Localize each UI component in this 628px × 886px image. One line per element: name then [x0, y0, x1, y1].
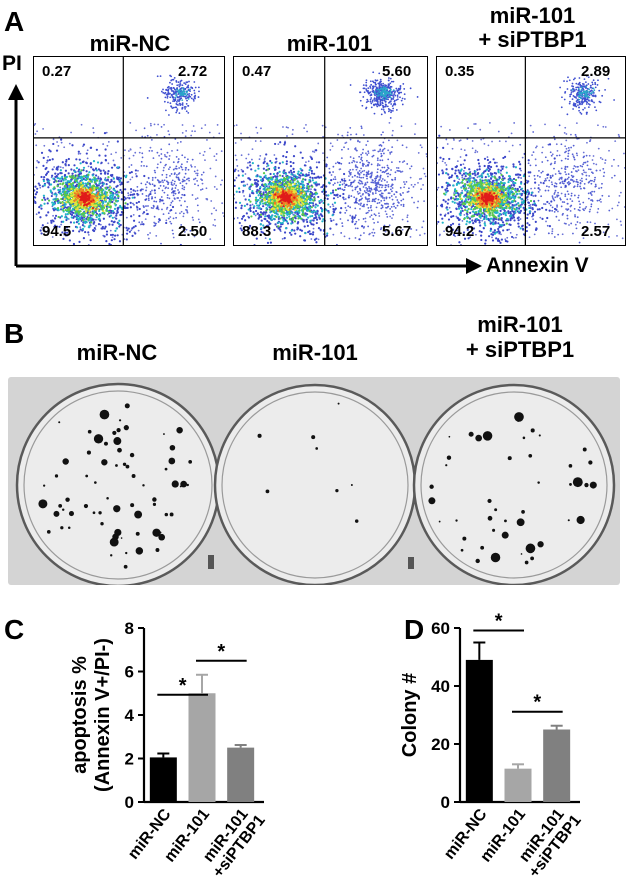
- d-bar-2: [543, 729, 571, 802]
- quad-lr-1: 2.50: [178, 223, 208, 240]
- plate-title-2-line1: miR-101: [272, 340, 358, 365]
- c-sig-1: *: [217, 641, 225, 663]
- panel-d-letter: D: [404, 614, 425, 645]
- colony-dots: [38, 402, 597, 569]
- quad-ur-2: 5.60: [382, 63, 412, 80]
- c-ytick-label-4: 8: [125, 619, 134, 638]
- plate-notch-1: [208, 555, 214, 569]
- c-ytick-label-3: 6: [125, 663, 134, 682]
- facs-title-2: miR-101: [232, 32, 427, 56]
- quad-ul-3: 0.35: [445, 63, 475, 80]
- d-ylabel-line1: Colony #: [399, 673, 421, 757]
- plate-title-3-line1: miR-101: [477, 312, 563, 337]
- c-bar-2: [227, 747, 255, 802]
- c-ylabel-line1: apoptosis %: [69, 656, 91, 774]
- facs-title-3-line1: miR-101: [489, 3, 576, 28]
- d-sig-0: *: [495, 611, 503, 633]
- d-bar-1: [504, 768, 532, 802]
- annexin-axis-label: Annexin V: [486, 254, 589, 277]
- d-ytick-label-0: 0: [441, 793, 450, 812]
- plate-title-2: miR-101: [225, 340, 405, 365]
- facs-title-3-line2: + siPTBP1: [478, 27, 587, 52]
- facs-plot-3: 0.35 2.89 94.2 2.57: [436, 56, 626, 246]
- colony-plate-photo: [8, 377, 620, 585]
- c-ytick-label-2: 4: [125, 706, 135, 725]
- d-ytick-label-1: 20: [431, 735, 450, 754]
- quad-ur-3: 2.89: [581, 63, 611, 80]
- c-ytick-label-0: 0: [125, 793, 134, 812]
- well-2: [213, 383, 417, 585]
- facs-dots-3: [437, 57, 625, 245]
- plate-notch-2: [408, 557, 414, 569]
- quad-ul-1: 0.27: [42, 63, 72, 80]
- colony-wells: [15, 382, 616, 585]
- plate-title-1-line1: miR-NC: [76, 340, 158, 365]
- panel-b-letter: B: [4, 318, 25, 349]
- d-sig-1: *: [533, 692, 541, 714]
- well-3: [412, 383, 616, 585]
- quad-ul-2: 0.47: [242, 63, 272, 80]
- c-bar-1: [188, 693, 216, 802]
- plate-title-3: miR-101 + siPTBP1: [420, 312, 620, 362]
- quad-ll-3: 94.2: [445, 223, 475, 240]
- facs-title-2-line1: miR-101: [286, 31, 373, 56]
- facs-title-1-line1: miR-NC: [89, 31, 171, 56]
- plate-title-1: miR-NC: [32, 340, 202, 365]
- c-bar-0: [149, 757, 177, 802]
- facs-title-3: miR-101 + siPTBP1: [435, 4, 628, 52]
- d-bar-0: [465, 659, 493, 802]
- quad-ll-2: 88.3: [242, 223, 272, 240]
- facs-axes: [8, 84, 482, 274]
- c-ytick-label-1: 2: [125, 750, 134, 769]
- c-sig-0: *: [179, 675, 187, 697]
- plate-title-3-line2: + siPTBP1: [465, 337, 575, 362]
- d-ytick-label-2: 40: [431, 677, 450, 696]
- d-ytick-label-3: 60: [431, 619, 450, 638]
- panel-c-letter: C: [4, 614, 25, 645]
- quad-ll-1: 94.5: [42, 223, 72, 240]
- facs-plot-2: 0.47 5.60 88.3 5.67: [233, 56, 428, 246]
- pi-axis-label: PI: [2, 52, 22, 75]
- c-ylabel-line2: (Annexin V+/PI-): [92, 638, 114, 792]
- quad-lr-3: 2.57: [581, 223, 611, 240]
- facs-plot-1: 0.27 2.72 94.5 2.50: [33, 56, 225, 246]
- panel-a-letter: A: [4, 6, 25, 37]
- quad-ur-1: 2.72: [178, 63, 208, 80]
- facs-dots-1: [34, 57, 224, 245]
- quad-lr-2: 5.67: [382, 223, 412, 240]
- facs-title-1: miR-NC: [35, 32, 225, 56]
- facs-dots-2: [234, 57, 427, 245]
